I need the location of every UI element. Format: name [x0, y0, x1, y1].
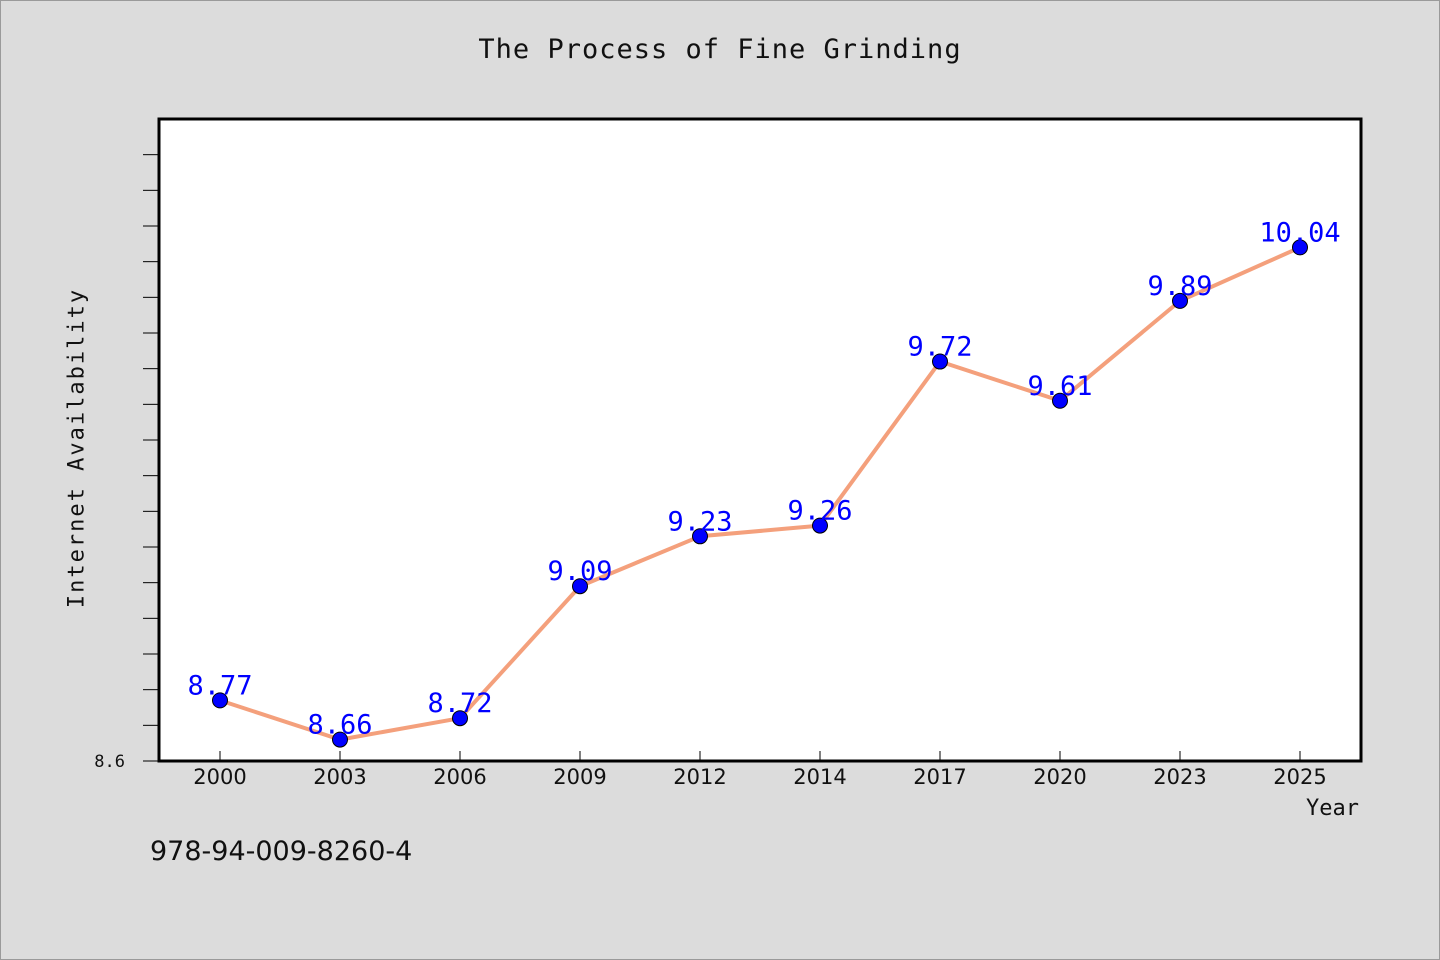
x-axis-label: Year: [1306, 796, 1359, 821]
y-axis-ticks: 8.6: [94, 154, 159, 772]
data-point: [1292, 239, 1308, 256]
data-point: [1172, 292, 1188, 309]
data-point: [452, 710, 468, 727]
data-point: [812, 517, 828, 534]
data-point: [1052, 392, 1068, 409]
chart-title: The Process of Fine Grinding: [478, 34, 962, 65]
x-tick-label: 2014: [793, 765, 846, 789]
data-label: 8.77: [187, 670, 252, 701]
data-label: 8.72: [427, 688, 492, 719]
data-label: 9.72: [907, 332, 972, 363]
data-point: [932, 353, 948, 370]
data-point: [692, 528, 708, 545]
series-layer: 8.77 8.66 8.72 9.09 9.23 9.26 9.72 9.61 9.89 10.0…: [187, 217, 1341, 748]
data-label: 9.26: [787, 496, 852, 527]
data-point: [572, 578, 588, 595]
data-point: [332, 731, 348, 748]
x-axis-ticks: 2000 2003 2006 2009 2012 2014 2017 2020 2023 2025: [193, 751, 1327, 789]
x-tick-label: 2003: [313, 765, 366, 789]
x-tick-label: 2023: [1153, 765, 1206, 789]
x-tick-label: 2017: [913, 765, 966, 789]
x-tick-label: 2020: [1033, 765, 1086, 789]
isbn-annotation: 978-94-009-8260-4: [150, 836, 413, 867]
data-label: 8.66: [307, 710, 372, 741]
data-label: 9.89: [1147, 271, 1212, 302]
x-tick-label: 2009: [553, 765, 606, 789]
data-point: [212, 692, 228, 709]
data-label: 10.04: [1259, 217, 1340, 248]
x-tick-label: 2000: [193, 765, 246, 789]
data-label: 9.23: [667, 506, 732, 537]
series-line: [219, 245, 1301, 742]
data-label: 9.61: [1027, 371, 1092, 402]
data-label: 9.09: [547, 556, 612, 587]
x-tick-label: 2025: [1273, 765, 1326, 789]
x-tick-label: 2012: [673, 765, 726, 789]
x-tick-label: 2006: [433, 765, 486, 789]
plot-area: [157, 117, 1363, 763]
y-tick-label: 8.6: [94, 752, 125, 772]
